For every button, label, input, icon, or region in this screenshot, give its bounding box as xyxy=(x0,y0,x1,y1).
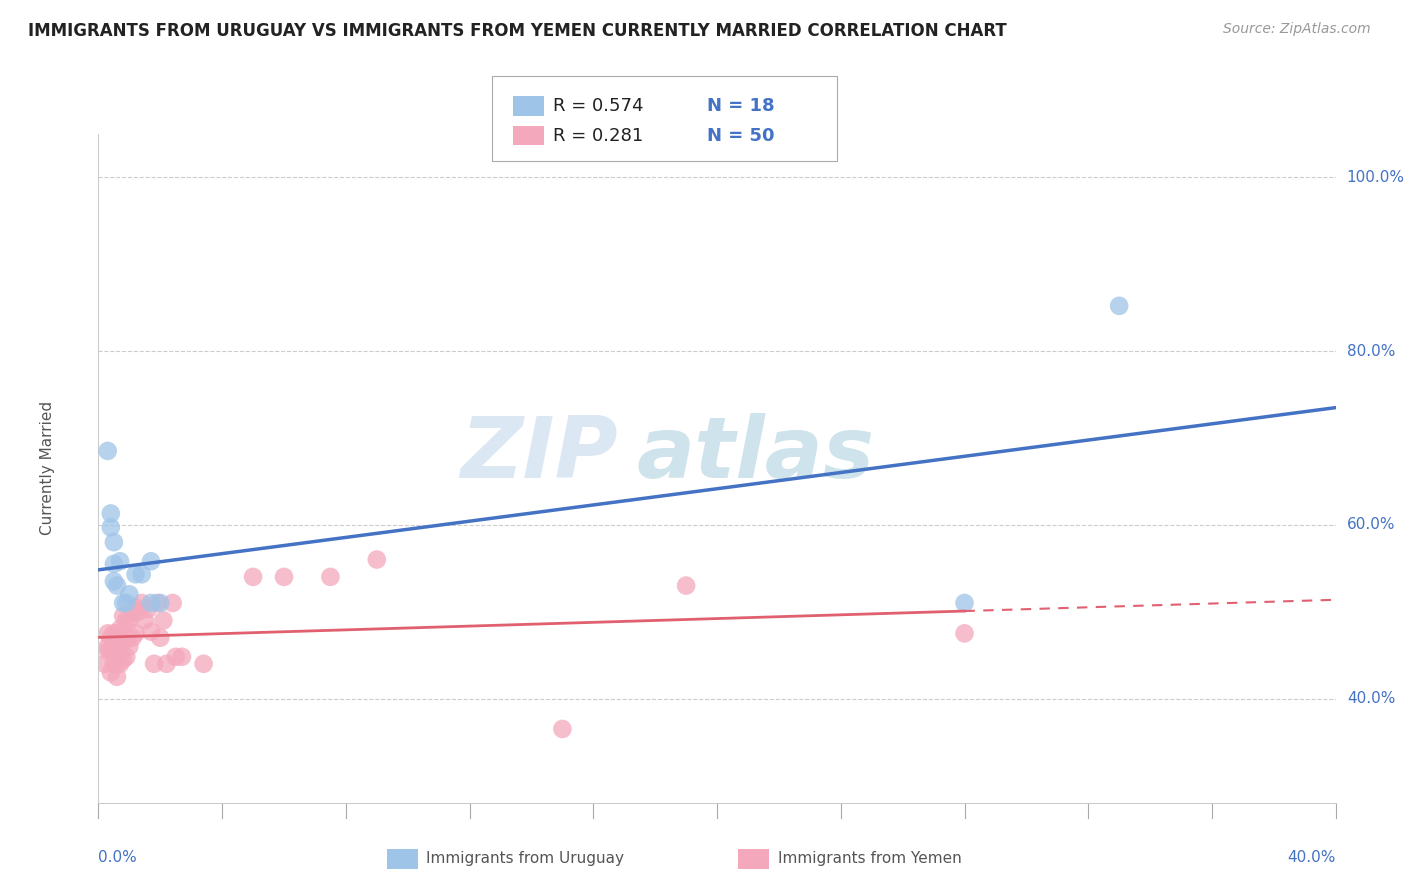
Text: 40.0%: 40.0% xyxy=(1288,849,1336,864)
Point xyxy=(242,570,264,584)
Point xyxy=(139,554,162,568)
Point xyxy=(108,622,131,636)
Text: 100.0%: 100.0% xyxy=(1347,169,1405,185)
Text: 60.0%: 60.0% xyxy=(1347,517,1395,533)
Text: 0.0%: 0.0% xyxy=(98,849,138,864)
Text: N = 18: N = 18 xyxy=(707,97,775,115)
Point xyxy=(193,657,215,671)
Point xyxy=(103,644,125,658)
Point xyxy=(103,657,125,671)
Point xyxy=(1108,299,1130,313)
Text: ZIP: ZIP xyxy=(460,413,619,497)
Text: Source: ZipAtlas.com: Source: ZipAtlas.com xyxy=(1223,22,1371,37)
Point xyxy=(112,596,135,610)
Point xyxy=(93,657,115,671)
Point xyxy=(136,602,159,616)
Point xyxy=(105,626,128,640)
Point xyxy=(108,640,131,654)
Point xyxy=(103,535,125,549)
Point xyxy=(139,624,162,639)
Point xyxy=(165,649,187,664)
Point xyxy=(953,626,976,640)
Point xyxy=(100,631,122,645)
Point xyxy=(124,567,146,582)
Point xyxy=(121,605,143,619)
Point xyxy=(124,626,146,640)
Point xyxy=(675,578,697,592)
Point xyxy=(149,631,172,645)
Point xyxy=(131,567,153,582)
Point xyxy=(953,596,976,610)
Point xyxy=(118,587,141,601)
Point xyxy=(128,605,150,619)
Point xyxy=(139,596,162,610)
Point xyxy=(103,626,125,640)
Point xyxy=(105,670,128,684)
Point xyxy=(97,626,120,640)
Point xyxy=(115,649,138,664)
Text: IMMIGRANTS FROM URUGUAY VS IMMIGRANTS FROM YEMEN CURRENTLY MARRIED CORRELATION C: IMMIGRANTS FROM URUGUAY VS IMMIGRANTS FR… xyxy=(28,22,1007,40)
Point xyxy=(108,554,131,568)
Point xyxy=(97,444,120,458)
Point xyxy=(97,640,120,654)
Point xyxy=(134,613,156,627)
Text: Immigrants from Uruguay: Immigrants from Uruguay xyxy=(426,852,624,866)
Point xyxy=(112,635,135,649)
Point xyxy=(121,631,143,645)
Point xyxy=(100,644,122,658)
Point xyxy=(118,640,141,654)
Text: R = 0.281: R = 0.281 xyxy=(553,127,643,145)
Point xyxy=(108,657,131,671)
Point xyxy=(366,552,388,566)
Point xyxy=(103,574,125,589)
Point xyxy=(100,507,122,521)
Point xyxy=(118,613,141,627)
Point xyxy=(112,652,135,666)
Point xyxy=(112,609,135,624)
Point xyxy=(115,631,138,645)
Text: N = 50: N = 50 xyxy=(707,127,775,145)
Point xyxy=(97,644,120,658)
Point xyxy=(319,570,342,584)
Point xyxy=(100,665,122,680)
Point xyxy=(124,600,146,615)
Point xyxy=(115,613,138,627)
Point xyxy=(170,649,193,664)
Point xyxy=(105,578,128,592)
Point xyxy=(155,657,177,671)
Text: R = 0.574: R = 0.574 xyxy=(553,97,643,115)
Text: 80.0%: 80.0% xyxy=(1347,343,1395,359)
Point xyxy=(273,570,295,584)
Text: 40.0%: 40.0% xyxy=(1347,691,1395,706)
Point xyxy=(105,644,128,658)
Point xyxy=(100,520,122,534)
Point xyxy=(143,657,166,671)
Point xyxy=(115,596,138,610)
Point xyxy=(105,657,128,671)
Text: Currently Married: Currently Married xyxy=(41,401,55,535)
Point xyxy=(152,613,174,627)
Point xyxy=(146,596,169,610)
Text: Immigrants from Yemen: Immigrants from Yemen xyxy=(778,852,962,866)
Point xyxy=(551,722,574,736)
Text: atlas: atlas xyxy=(637,413,875,497)
Point xyxy=(149,596,172,610)
Point xyxy=(131,596,153,610)
Point xyxy=(103,557,125,571)
Point xyxy=(162,596,184,610)
